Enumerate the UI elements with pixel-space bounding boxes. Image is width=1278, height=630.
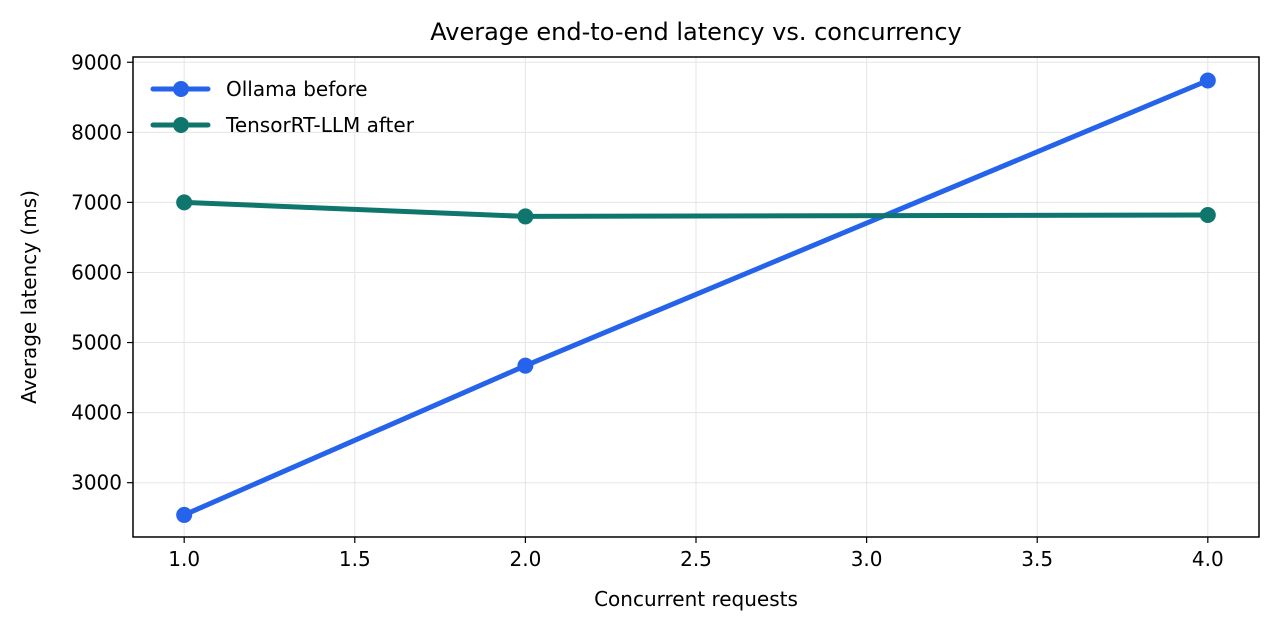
- y-tick-label: 6000: [71, 260, 122, 284]
- legend-marker: [173, 81, 189, 97]
- data-point: [517, 208, 534, 225]
- y-tick-label: 9000: [71, 50, 122, 74]
- x-tick-label: 1.5: [339, 547, 371, 571]
- x-tick-label: 1.0: [168, 547, 200, 571]
- data-point: [176, 194, 193, 211]
- axis-ticks: 1.0 1.5 2.0 2.5 3.0 3.5 4.0 3000 4000 5000 6000 700…: [71, 50, 1224, 571]
- x-tick-label: 2.0: [509, 547, 541, 571]
- grid: [133, 57, 1259, 537]
- y-tick-label: 7000: [71, 190, 122, 214]
- y-tick-label: 5000: [71, 331, 122, 355]
- legend: Ollama before TensorRT-LLM after: [150, 77, 415, 137]
- x-tick-label: 3.0: [851, 547, 883, 571]
- data-point: [517, 357, 534, 374]
- chart-title: Average end-to-end latency vs. concurren…: [430, 18, 962, 46]
- data-point: [176, 506, 193, 523]
- y-axis-label: Average latency (ms): [17, 190, 41, 404]
- y-tick-label: 3000: [71, 471, 122, 495]
- x-axis-label: Concurrent requests: [594, 587, 798, 611]
- x-tick-label: 3.5: [1021, 547, 1053, 571]
- legend-marker: [173, 117, 189, 133]
- legend-label: Ollama before: [226, 77, 368, 101]
- x-tick-label: 2.5: [680, 547, 712, 571]
- data-point: [1199, 207, 1216, 224]
- y-tick-label: 4000: [71, 401, 122, 425]
- y-tick-label: 8000: [71, 120, 122, 144]
- legend-label: TensorRT-LLM after: [225, 113, 415, 137]
- data-point: [1199, 72, 1216, 89]
- x-tick-label: 4.0: [1192, 547, 1224, 571]
- series-layer: [176, 72, 1216, 523]
